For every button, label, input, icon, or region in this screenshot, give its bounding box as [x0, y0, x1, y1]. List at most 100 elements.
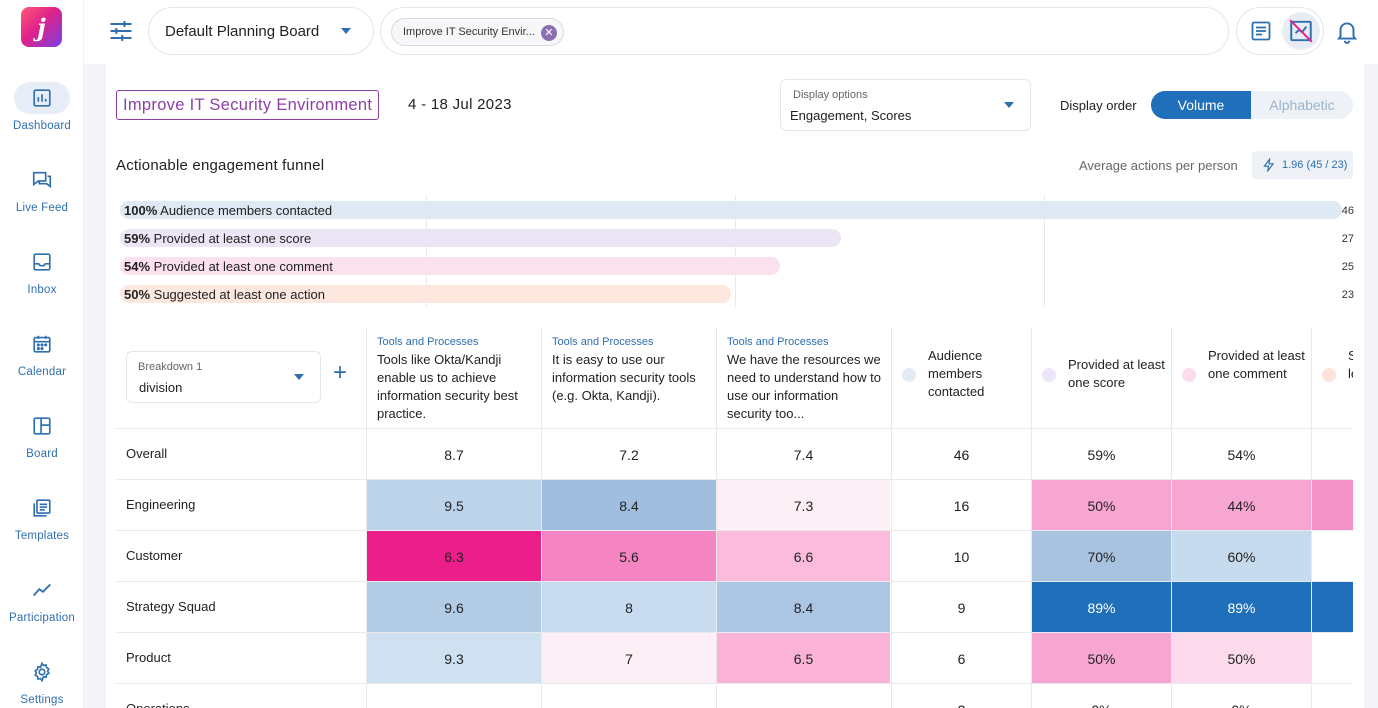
metric-cell[interactable]: 70%: [1031, 531, 1171, 582]
funnel-row-count: 23: [1341, 289, 1354, 301]
metric-cell[interactable]: 54%: [1171, 429, 1311, 480]
sidebar-item-participation[interactable]: Participation: [0, 574, 84, 624]
sidebar-item-live-feed[interactable]: Live Feed: [0, 164, 84, 214]
row-label: Product: [126, 650, 171, 665]
score-cell[interactable]: 6.6: [716, 531, 890, 582]
order-alphabetic-button[interactable]: Alphabetic: [1269, 97, 1335, 113]
metric-column-header[interactable]: Audience members contacted: [891, 327, 1031, 428]
funnel-row: 59% Provided at least one score 27: [116, 229, 1354, 247]
metric-cell[interactable]: 50%: [1031, 633, 1171, 684]
metric-cell[interactable]: 50%: [1031, 480, 1171, 531]
filter-chip-bar[interactable]: Improve IT Security Envir... ✕: [380, 7, 1229, 55]
sidebar-item-calendar[interactable]: Calendar: [0, 328, 84, 378]
score-cell[interactable]: 8.7: [366, 429, 541, 480]
metric-cell[interactable]: 0%: [1031, 684, 1171, 708]
metric-cell[interactable]: 9: [891, 582, 1031, 633]
sidebar-item-inbox[interactable]: Inbox: [0, 246, 84, 296]
metric-cell[interactable]: 44%: [1171, 480, 1311, 531]
score-cell[interactable]: 5.6: [541, 531, 716, 582]
display-options-label: Display options: [793, 89, 868, 101]
metric-cell[interactable]: 10: [891, 531, 1031, 582]
metric-cell[interactable]: [1311, 531, 1353, 582]
metric-label: Provided at least one comment: [1208, 348, 1305, 381]
metric-column-header[interactable]: Provided at least one comment: [1171, 327, 1311, 428]
funnel-bar: [120, 201, 1342, 219]
table-row[interactable]: Customer 6.3 5.6 6.6 10 70% 60%: [116, 530, 1353, 582]
score-cell[interactable]: [541, 684, 716, 708]
score-cell[interactable]: 9.5: [366, 480, 541, 531]
metric-cell[interactable]: 6: [891, 633, 1031, 684]
board-select[interactable]: Default Planning Board: [148, 7, 374, 55]
table-row[interactable]: Product 9.3 7 6.5 6 50% 50%: [116, 632, 1353, 684]
table-row[interactable]: Engineering 9.5 8.4 7.3 16 50% 44%: [116, 479, 1353, 531]
metric-cell[interactable]: 50%: [1171, 633, 1311, 684]
funnel-row-pct: 54%: [124, 259, 151, 274]
breakdown-select[interactable]: Breakdown 1 division: [126, 351, 321, 403]
filter-chip[interactable]: Improve IT Security Envir... ✕: [391, 18, 564, 46]
metric-cell[interactable]: 2: [891, 684, 1031, 708]
score-cell[interactable]: 6.5: [716, 633, 890, 684]
metric-cell[interactable]: 16: [891, 480, 1031, 531]
sidebar-item-templates[interactable]: Templates: [0, 492, 84, 542]
metric-cell[interactable]: [1311, 582, 1353, 633]
score-cell[interactable]: 6.3: [366, 531, 541, 582]
metric-cell[interactable]: 0%: [1171, 684, 1311, 708]
score-cell[interactable]: 8.4: [541, 480, 716, 531]
sidebar-item-board[interactable]: Board: [0, 410, 84, 460]
metric-cell[interactable]: 60%: [1171, 531, 1311, 582]
close-icon[interactable]: ✕: [540, 25, 557, 41]
sidebar-item-dashboard[interactable]: Dashboard: [0, 82, 84, 132]
metric-cell[interactable]: [1311, 633, 1353, 684]
display-options-select[interactable]: Display options Engagement, Scores: [780, 79, 1031, 131]
funnel-row: 54% Provided at least one comment 25: [116, 257, 1354, 275]
add-breakdown-button[interactable]: +: [332, 359, 347, 386]
order-volume-button[interactable]: Volume: [1151, 91, 1251, 119]
metric-cell[interactable]: 89%: [1171, 582, 1311, 633]
filters-icon[interactable]: [106, 16, 136, 46]
metric-cell[interactable]: 46: [891, 429, 1031, 480]
metric-label: Provided at least one score: [1068, 357, 1165, 390]
metric-cell[interactable]: [1311, 429, 1353, 480]
score-cell[interactable]: [716, 684, 890, 708]
score-cell[interactable]: [366, 684, 541, 708]
score-cell[interactable]: 7: [541, 633, 716, 684]
question-column-header[interactable]: Tools and Processes Tools like Okta/Kandj…: [366, 327, 541, 428]
funnel-row-pct: 100%: [124, 203, 158, 218]
chevron-down-icon: [1004, 102, 1014, 108]
score-cell[interactable]: 7.4: [716, 429, 890, 480]
metric-cell[interactable]: 59%: [1031, 429, 1171, 480]
score-cell[interactable]: 7.2: [541, 429, 716, 480]
legend-dot: [1322, 368, 1336, 382]
score-cell[interactable]: 8.4: [716, 582, 890, 633]
calendar-icon: [14, 328, 70, 360]
table-row[interactable]: Operations20%0%: [116, 683, 1353, 708]
bell-icon[interactable]: [1332, 16, 1362, 46]
metric-column-header[interactable]: Provided at least one score: [1031, 327, 1171, 428]
score-cell[interactable]: 8: [541, 582, 716, 633]
app-logo[interactable]: j: [21, 7, 62, 47]
question-column-header[interactable]: Tools and Processes We have the resources…: [716, 327, 890, 428]
score-cell[interactable]: 7.3: [716, 480, 890, 531]
score-cell[interactable]: 9.3: [366, 633, 541, 684]
table-row[interactable]: Overall 8.7 7.2 7.4 46 59% 54%: [116, 428, 1353, 480]
legend-dot: [1182, 368, 1196, 382]
funnel-row-count: 46: [1341, 205, 1354, 217]
metric-cell[interactable]: 89%: [1031, 582, 1171, 633]
inbox-icon: [14, 246, 70, 278]
score-cell[interactable]: 9.6: [366, 582, 541, 633]
chat-bubbles-icon: [14, 164, 70, 196]
no-presentation-icon[interactable]: [1282, 12, 1320, 50]
trend-line-icon: [14, 574, 70, 606]
report-icon[interactable]: [1242, 12, 1280, 50]
table-row[interactable]: Strategy Squad 9.6 8 8.4 9 89% 89%: [116, 581, 1353, 633]
metric-cell[interactable]: [1311, 480, 1353, 531]
question-column-header[interactable]: Tools and Processes It is easy to use our…: [541, 327, 716, 428]
sidebar-item-settings[interactable]: Settings: [0, 656, 84, 706]
funnel-row-text: Audience members contacted: [160, 203, 333, 218]
topic-title[interactable]: Improve IT Security Environment: [116, 90, 380, 120]
funnel-gridline: [1044, 195, 1045, 307]
metric-cell[interactable]: [1311, 684, 1353, 708]
legend-dot: [902, 368, 916, 382]
metric-column-header[interactable]: Suggested at least one action: [1311, 327, 1353, 428]
